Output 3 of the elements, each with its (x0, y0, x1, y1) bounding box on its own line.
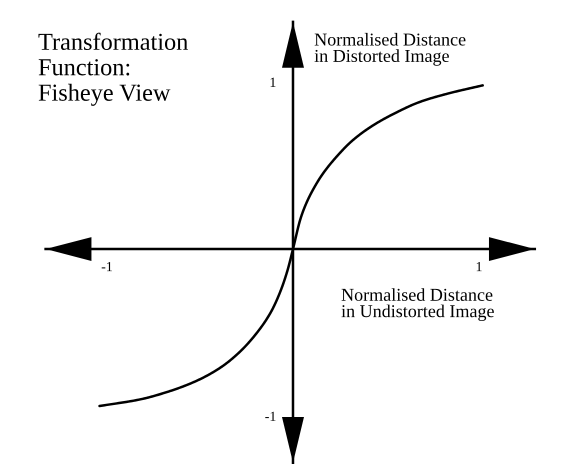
x-axis-title: Normalised Distance in Undistorted Image (341, 288, 494, 322)
text: Transformation Function: Fisheye View (38, 32, 188, 106)
y-axis-title: Normalised Distance in Distorted Image (314, 32, 466, 66)
